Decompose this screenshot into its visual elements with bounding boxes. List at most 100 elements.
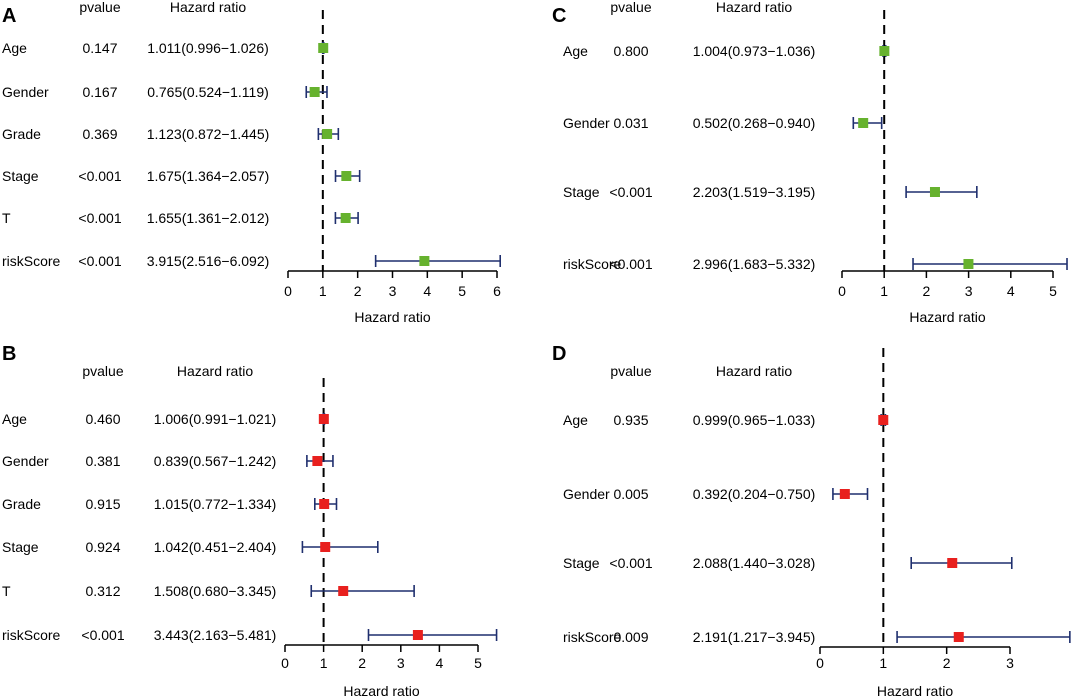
forest-row: Age 0.460 1.006(0.991−1.021) [2,411,329,427]
forest-row: Gender 0.031 0.502(0.268−0.940) [563,115,883,131]
hazard-ratio-marker [318,43,329,53]
variable-label: Gender [563,115,610,131]
forest-row: Stage 0.924 1.042(0.451−2.404) [2,539,379,555]
forest-row: T <0.001 1.655(1.361−2.012) [2,210,359,226]
forest-row: riskScore <0.001 3.915(2.516−6.092) [2,253,502,269]
pvalue-value: 0.460 [85,411,120,427]
pvalue-value: 0.005 [613,486,648,502]
pvalue-value: 0.935 [613,412,648,428]
x-tick-label: 1 [320,655,328,671]
hazard-ratio-header: Hazard ratio [170,0,246,15]
variable-label: Age [2,40,27,56]
hazard-ratio-value: 1.508(0.680−3.345) [154,583,277,599]
pvalue-header: pvalue [82,363,123,379]
hazard-ratio-value: 0.999(0.965−1.033) [693,412,816,428]
hazard-ratio-value: 1.004(0.973−1.036) [693,43,816,59]
hazard-ratio-marker [419,256,430,266]
pvalue-value: 0.800 [613,43,648,59]
x-tick-label: 1 [319,283,327,299]
variable-label: Age [563,43,588,59]
hazard-ratio-marker [412,630,423,640]
hazard-ratio-value: 1.675(1.364−2.057) [147,168,270,184]
hazard-ratio-value: 1.655(1.361−2.012) [147,210,270,226]
hazard-ratio-marker [320,542,331,552]
variable-label: Grade [2,126,41,142]
x-tick-label: 3 [389,283,397,299]
pvalue-value: <0.001 [609,555,652,571]
pvalue-value: 0.924 [85,539,120,555]
forest-row: Stage <0.001 2.088(1.440−3.028) [563,555,1013,571]
pvalue-value: <0.001 [78,210,121,226]
hazard-ratio-marker [318,414,329,424]
hazard-ratio-value: 1.015(0.772−1.334) [154,496,277,512]
x-tick-label: 5 [474,655,482,671]
variable-label: Age [563,412,588,428]
variable-label: T [2,210,11,226]
pvalue-header: pvalue [610,0,651,15]
hazard-ratio-header: Hazard ratio [177,363,253,379]
hazard-ratio-value: 2.996(1.683−5.332) [693,256,816,272]
x-tick-label: 3 [397,655,405,671]
pvalue-value: <0.001 [78,168,121,184]
x-tick-label: 6 [493,283,501,299]
x-tick-label: 1 [879,655,887,671]
hazard-ratio-marker [879,46,890,56]
hazard-ratio-value: 3.915(2.516−6.092) [147,253,270,269]
pvalue-header: pvalue [610,363,651,379]
x-tick-label: 2 [354,283,362,299]
variable-label: Gender [2,453,49,469]
forest-row: riskScore<0.001 2.996(1.683−5.332) [563,256,1068,272]
x-axis-label: Hazard ratio [909,309,985,325]
hazard-ratio-value: 0.839(0.567−1.242) [154,453,277,469]
pvalue-value: <0.001 [81,627,124,643]
x-tick-label: 4 [436,655,444,671]
forest-row: Grade 0.915 1.015(0.772−1.334) [2,496,338,512]
pvalue-header: pvalue [79,0,120,15]
x-tick-label: 2 [358,655,366,671]
pvalue-value: 0.167 [82,84,117,100]
pvalue-value: <0.001 [78,253,121,269]
forest-row: Age 0.147 1.011(0.996−1.026) [2,40,329,56]
x-tick-label: 2 [923,283,931,299]
variable-label: riskScore [2,253,61,269]
x-axis-label: Hazard ratio [343,683,419,699]
hazard-ratio-value: 0.765(0.524−1.119) [147,84,269,100]
hazard-ratio-value: 1.011(0.996−1.026) [147,40,269,56]
forest-row: riskScore <0.001 3.443(2.163−5.481) [2,627,498,643]
hazard-ratio-marker [929,187,940,197]
x-tick-label: 4 [1007,283,1015,299]
variable-label: Stage [563,555,600,571]
panel-letter: D [552,343,566,365]
hazard-ratio-marker [839,489,850,499]
x-tick-label: 3 [965,283,973,299]
forest-row: Stage <0.001 1.675(1.364−2.057) [2,168,361,184]
panel-letter: C [552,5,566,27]
hazard-ratio-marker [963,259,974,269]
hazard-ratio-marker [322,129,333,139]
forest-row: Gender 0.167 0.765(0.524−1.119) [2,84,328,100]
pvalue-value: 0.031 [613,115,648,131]
forest-row: T 0.312 1.508(0.680−3.345) [2,583,415,599]
hazard-ratio-marker [312,456,323,466]
panel-letter: A [2,5,16,27]
pvalue-value: <0.001 [609,256,652,272]
hazard-ratio-value: 0.502(0.268−0.940) [693,115,816,131]
x-tick-label: 0 [281,655,289,671]
x-tick-label: 3 [1006,655,1014,671]
hazard-ratio-value: 3.443(2.163−5.481) [154,627,277,643]
x-axis-label: Hazard ratio [877,683,953,699]
pvalue-value: 0.009 [613,629,648,645]
hazard-ratio-marker [858,118,869,128]
hazard-ratio-value: 2.088(1.440−3.028) [693,555,816,571]
x-axis-label: Hazard ratio [354,309,430,325]
hazard-ratio-marker [340,213,351,223]
variable-label: Gender [563,486,610,502]
forest-row: Gender 0.005 0.392(0.204−0.750) [563,486,869,502]
hazard-ratio-marker [338,586,349,596]
variable-label: Stage [2,539,39,555]
